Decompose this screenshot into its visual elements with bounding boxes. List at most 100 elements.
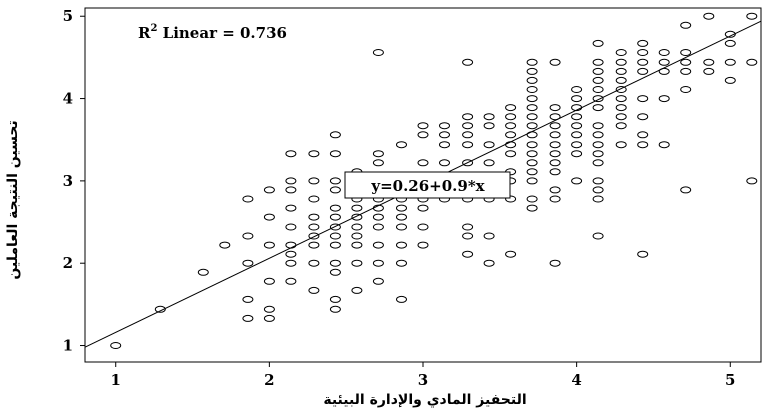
data-point [417,241,429,249]
data-point [329,232,341,240]
data-point [263,277,275,285]
data-point [526,141,538,149]
data-point [526,58,538,66]
data-point [329,186,341,194]
data-point [637,95,649,103]
data-point [372,259,384,267]
data-point [462,122,474,130]
data-point [483,113,495,121]
data-point [242,314,254,322]
data-point [308,150,320,158]
y-tick-label: 2 [63,254,73,272]
data-point [615,58,627,66]
data-point [351,223,363,231]
data-point [526,159,538,167]
data-point [351,204,363,212]
data-point [308,241,320,249]
data-point [571,113,583,121]
data-point [526,76,538,84]
data-point [592,39,604,47]
data-point [351,213,363,221]
data-point [285,277,297,285]
data-point [197,268,209,276]
data-point [526,104,538,112]
data-point [637,58,649,66]
data-point [439,122,450,130]
data-point [703,67,715,75]
data-point [724,30,736,38]
data-point [615,76,627,84]
equation-box [344,171,511,199]
data-point [549,186,561,194]
data-point [526,95,538,103]
data-point [329,305,341,313]
data-point [483,122,495,130]
data-point [526,204,538,212]
x-tick-label: 2 [264,371,274,389]
data-point [483,141,495,149]
data-point [285,186,297,194]
data-point [615,49,627,56]
data-point [505,150,517,158]
data-point [637,113,649,121]
data-point [417,131,429,139]
data-point [637,250,649,258]
data-point [592,104,604,112]
data-point [285,250,297,258]
data-point [396,204,407,212]
data-point [637,131,649,139]
data-point [526,168,538,176]
data-point [526,177,538,185]
data-point [396,241,407,249]
data-point [439,131,450,139]
data-point [746,12,758,20]
data-point [242,195,254,203]
data-point [592,159,604,167]
data-point [724,76,736,84]
data-point [703,58,715,66]
data-point [658,49,670,56]
data-point [329,131,341,139]
data-point [308,213,320,221]
data-point [263,314,275,322]
data-point [285,177,297,185]
data-point [592,186,604,194]
data-point [329,259,341,267]
data-point [462,250,474,258]
data-point [724,58,736,66]
y-axis-title: تحسين النتيجة العاملين [5,120,21,279]
data-point [680,67,692,75]
data-point [571,141,583,149]
data-point [526,195,538,203]
data-point [372,213,384,221]
data-point [526,67,538,75]
data-point [592,141,604,149]
data-point [615,122,627,130]
data-point [549,58,561,66]
data-point [329,204,341,212]
data-point [396,295,407,303]
data-point [549,159,561,167]
data-point [285,150,297,158]
data-point [439,141,450,149]
data-point [703,12,715,20]
data-point [372,159,384,167]
x-tick-label: 3 [418,371,428,389]
data-point [372,49,384,56]
data-point [483,232,495,240]
y-tick-label: 5 [63,7,73,25]
data-point [592,131,604,139]
data-point [263,241,275,249]
data-point [592,177,604,185]
data-point [263,305,275,313]
data-point [505,122,517,130]
x-tick-label: 1 [111,371,121,389]
data-point [439,159,450,167]
data-point [462,141,474,149]
data-point [505,113,517,121]
data-point [483,159,495,167]
data-point [505,195,517,203]
data-point [462,113,474,121]
data-point [308,177,320,185]
data-point [549,150,561,158]
